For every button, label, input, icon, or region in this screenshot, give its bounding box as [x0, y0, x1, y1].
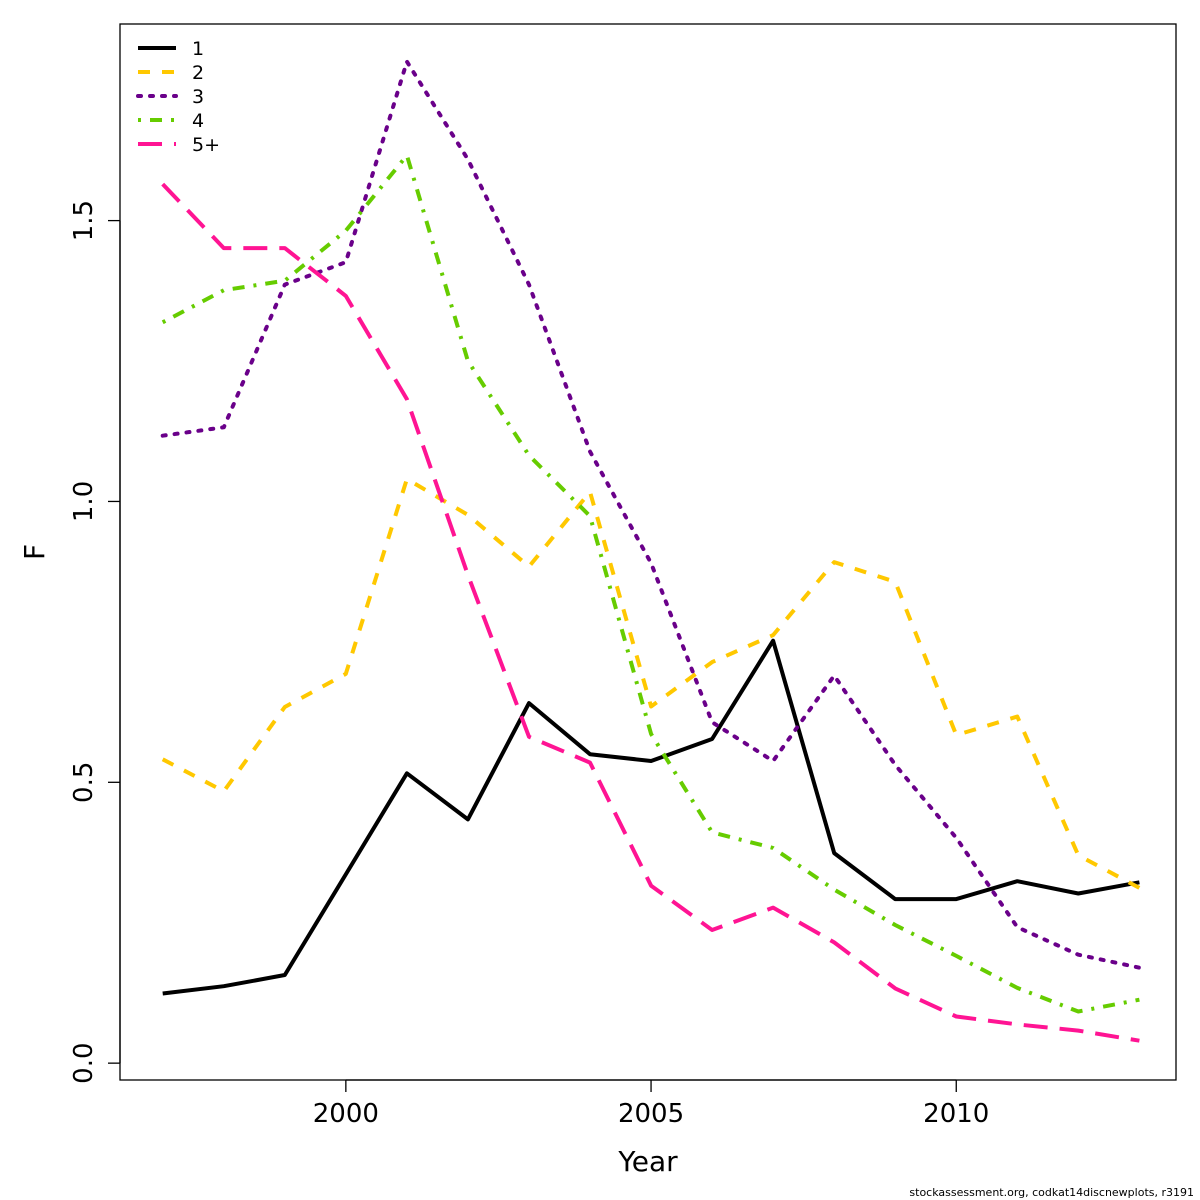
legend-label: 3 [192, 86, 204, 108]
series-line-1 [162, 638, 1140, 996]
legend-label: 5+ [192, 134, 220, 156]
x-tick-label: 2000 [313, 1099, 379, 1129]
series-line-3 [160, 59, 1142, 970]
series-group [160, 59, 1142, 1043]
x-axis: 2000 2005 2010 [313, 1079, 989, 1129]
series-line-2 [161, 477, 1141, 890]
y-tick-label: 0.0 [69, 1042, 99, 1083]
legend-label: 4 [192, 110, 204, 132]
x-tick-label: 2010 [923, 1099, 989, 1129]
legend-label: 1 [192, 38, 204, 60]
y-tick-label: 1.0 [69, 481, 99, 522]
x-axis-title: Year [617, 1145, 678, 1178]
plot-frame [119, 23, 1177, 1081]
y-axis-title: F [18, 544, 51, 560]
series-line-5plus [161, 182, 1140, 1043]
y-axis: 0.0 0.5 1.0 1.5 [69, 200, 121, 1084]
x-tick-label: 2005 [618, 1099, 684, 1129]
footer-note: stockassessment.org, codkat14discnewplot… [909, 1186, 1194, 1199]
y-tick-label: 0.5 [69, 762, 99, 803]
legend-label: 2 [192, 62, 204, 84]
y-tick-label: 1.5 [69, 200, 99, 241]
series-line-4 [161, 153, 1140, 1014]
